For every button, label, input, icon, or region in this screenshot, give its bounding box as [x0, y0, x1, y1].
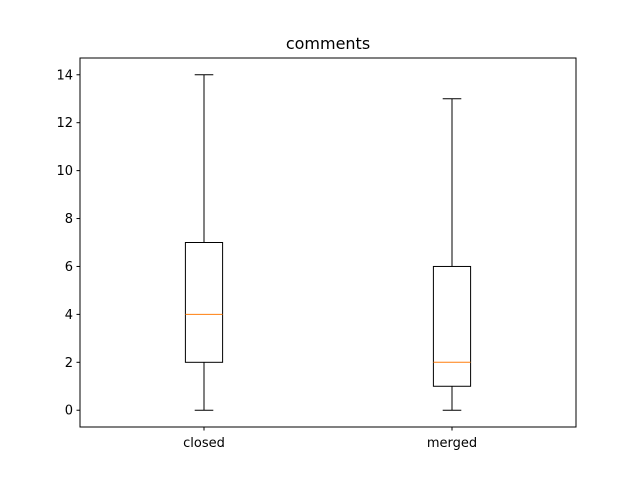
- x-tick-label: closed: [183, 436, 225, 451]
- x-axis: closed merged: [183, 427, 477, 451]
- y-axis: 0 2 4 6 8 10 12 14: [56, 68, 80, 419]
- box-iqr: [432, 265, 472, 387]
- y-tick-label: 8: [65, 212, 73, 227]
- box-series: [184, 74, 472, 411]
- y-tick-label: 0: [65, 404, 73, 419]
- y-tick-label: 14: [56, 68, 73, 83]
- x-tick-label: merged: [427, 436, 477, 451]
- y-tick-label: 2: [65, 356, 73, 371]
- y-tick-label: 6: [65, 260, 73, 275]
- chart-title: comments: [286, 34, 370, 53]
- y-tick-label: 12: [56, 116, 73, 131]
- plot-area-frame: [79, 57, 577, 428]
- y-tick-label: 10: [56, 164, 73, 179]
- box-merged: [432, 98, 472, 411]
- y-tick-label: 4: [65, 308, 73, 323]
- box-iqr: [184, 242, 224, 363]
- box-closed: [184, 74, 224, 411]
